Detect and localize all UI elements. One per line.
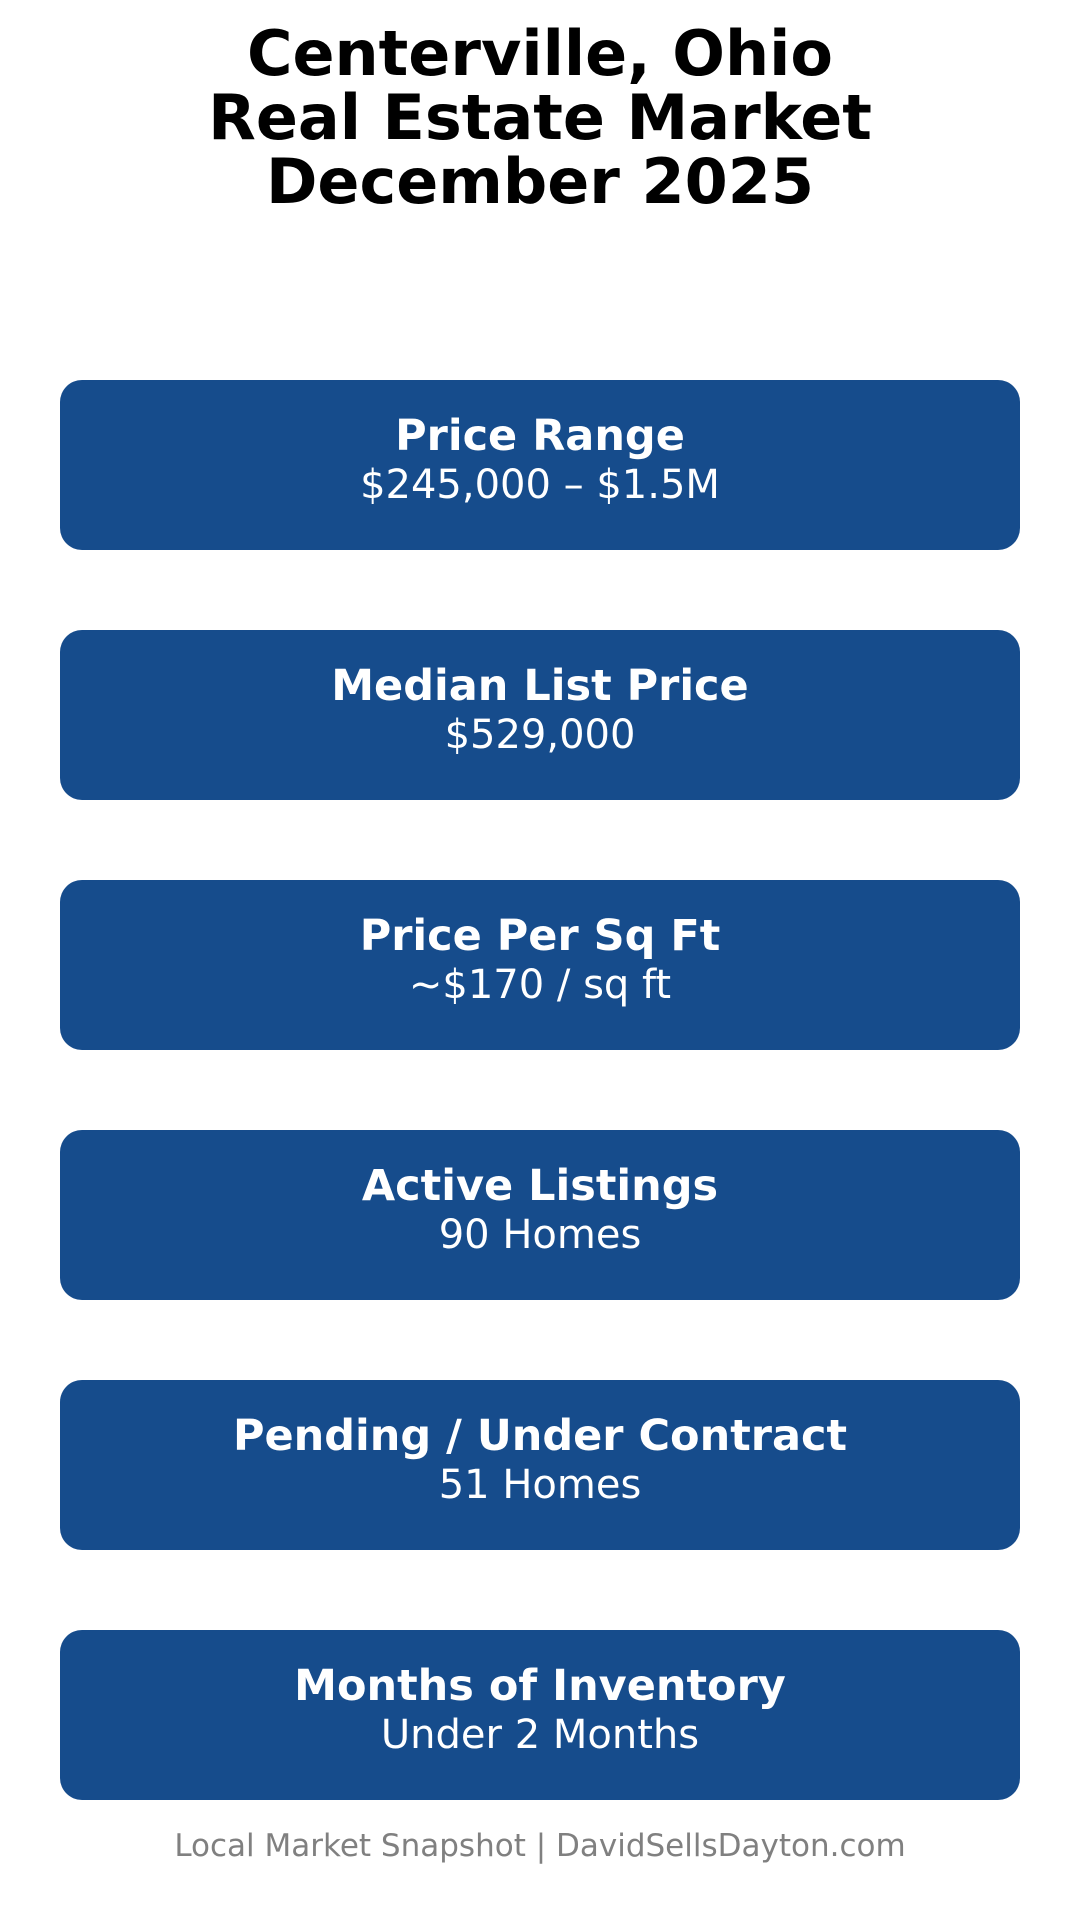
card-label: Price Per Sq Ft xyxy=(359,911,721,961)
card-value: Under 2 Months xyxy=(380,1712,700,1758)
title-line-city: Centerville, Ohio xyxy=(246,17,833,90)
card-value: 90 Homes xyxy=(438,1212,642,1258)
card-label: Price Range xyxy=(395,411,685,461)
title-line-date: December 2025 xyxy=(265,145,815,218)
card-label: Pending / Under Contract xyxy=(232,1411,848,1461)
card-price-range: Price Range $245,000 – $1.5M xyxy=(60,380,1020,550)
card-label: Active Listings xyxy=(361,1161,719,1211)
card-active-listings: Active Listings 90 Homes xyxy=(60,1130,1020,1300)
card-value: $529,000 xyxy=(444,712,636,758)
card-value: 51 Homes xyxy=(438,1462,642,1508)
title-line-market: Real Estate Market xyxy=(208,81,872,154)
card-label: Median List Price xyxy=(331,661,749,711)
card-pending: Pending / Under Contract 51 Homes xyxy=(60,1380,1020,1550)
card-months-inventory: Months of Inventory Under 2 Months xyxy=(60,1630,1020,1800)
card-value: ~$170 / sq ft xyxy=(408,962,672,1008)
card-value: $245,000 – $1.5M xyxy=(360,462,720,508)
card-price-per-sqft: Price Per Sq Ft ~$170 / sq ft xyxy=(60,880,1020,1050)
page-title: Centerville, Ohio Real Estate Market Dec… xyxy=(0,22,1080,214)
card-label: Months of Inventory xyxy=(294,1661,786,1711)
card-median-list-price: Median List Price $529,000 xyxy=(60,630,1020,800)
footer-text: Local Market Snapshot | DavidSellsDayton… xyxy=(174,1828,906,1864)
